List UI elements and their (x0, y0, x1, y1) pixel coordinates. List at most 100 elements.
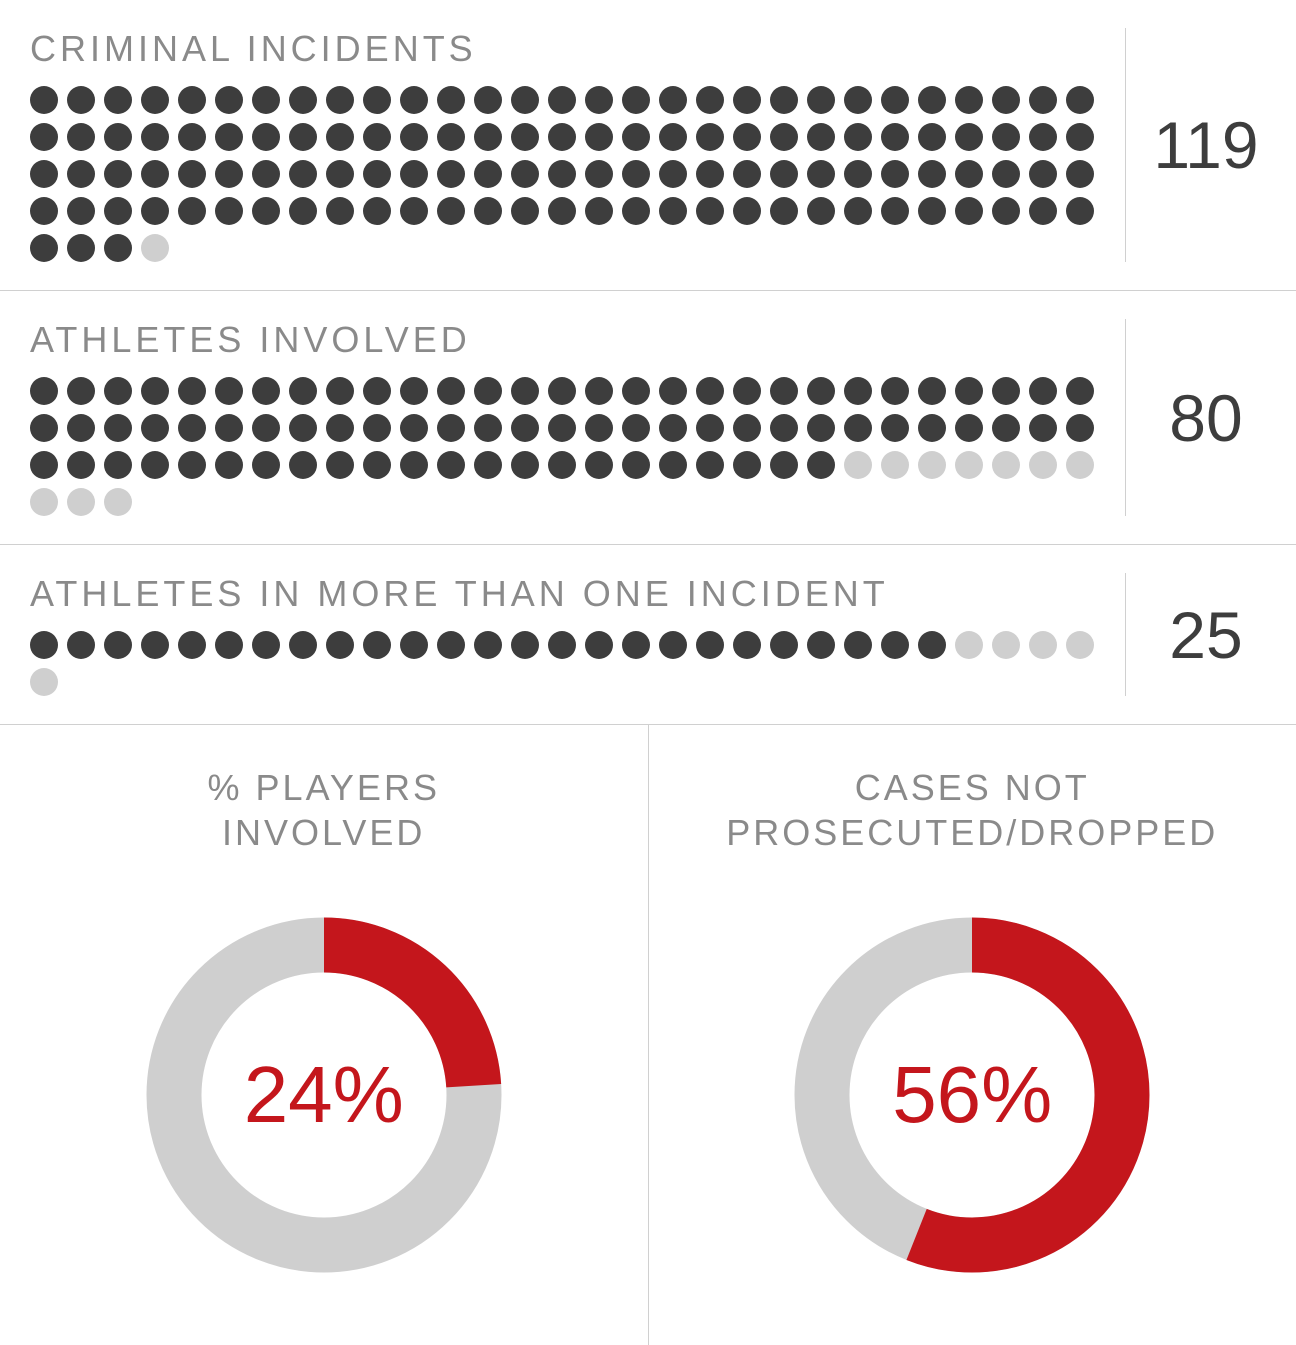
dot (622, 631, 650, 659)
dot (659, 160, 687, 188)
dot (252, 414, 280, 442)
donut-label: CASES NOTPROSECUTED/DROPPED (679, 765, 1267, 855)
dot (141, 160, 169, 188)
dot (289, 631, 317, 659)
dot (215, 451, 243, 479)
dot (659, 377, 687, 405)
dot (918, 123, 946, 151)
dot (511, 160, 539, 188)
dot (881, 160, 909, 188)
dot (992, 377, 1020, 405)
dot (955, 414, 983, 442)
dot (1029, 86, 1057, 114)
dot (104, 451, 132, 479)
dot (511, 414, 539, 442)
dot (955, 160, 983, 188)
dot (437, 160, 465, 188)
dot (955, 377, 983, 405)
dot (437, 377, 465, 405)
dot (548, 123, 576, 151)
dot (363, 197, 391, 225)
dot (178, 377, 206, 405)
dot-section-count: 80 (1126, 380, 1266, 456)
dot (696, 414, 724, 442)
dot (548, 631, 576, 659)
dot (215, 160, 243, 188)
dot (104, 488, 132, 516)
dot (67, 414, 95, 442)
dot (1029, 160, 1057, 188)
dot (215, 197, 243, 225)
dot (696, 197, 724, 225)
dot (437, 197, 465, 225)
dot (511, 86, 539, 114)
donut-chart: 24% (134, 905, 514, 1285)
dot (807, 197, 835, 225)
dot (733, 451, 761, 479)
dot (104, 414, 132, 442)
donut-cell: CASES NOTPROSECUTED/DROPPED 56% (649, 725, 1296, 1345)
dot (67, 86, 95, 114)
dot (1029, 631, 1057, 659)
dot (696, 123, 724, 151)
dot (141, 234, 169, 262)
dot (1029, 414, 1057, 442)
dot (918, 377, 946, 405)
dot (67, 123, 95, 151)
dot (881, 377, 909, 405)
dot (104, 631, 132, 659)
dot (770, 160, 798, 188)
dot (400, 160, 428, 188)
dot (844, 86, 872, 114)
dot (104, 160, 132, 188)
dot (67, 197, 95, 225)
dot (992, 451, 1020, 479)
dot (326, 86, 354, 114)
dot-section-label: ATHLETES INVOLVED (30, 319, 1095, 361)
dot (289, 123, 317, 151)
dot (918, 86, 946, 114)
dot (363, 414, 391, 442)
dot (437, 631, 465, 659)
dot (437, 451, 465, 479)
dot (141, 451, 169, 479)
donut-percent: 56% (782, 905, 1162, 1285)
dot (141, 86, 169, 114)
dot (474, 160, 502, 188)
dot (659, 631, 687, 659)
dot (104, 86, 132, 114)
dot (622, 377, 650, 405)
dot (178, 160, 206, 188)
dot-section-count: 25 (1126, 597, 1266, 673)
dot (67, 160, 95, 188)
dot (585, 197, 613, 225)
dot (30, 234, 58, 262)
dot (548, 451, 576, 479)
dot (474, 377, 502, 405)
dot (844, 377, 872, 405)
dot (30, 631, 58, 659)
dot (511, 123, 539, 151)
dot (474, 451, 502, 479)
dot (659, 197, 687, 225)
dot (30, 668, 58, 696)
dot (289, 86, 317, 114)
dot (326, 451, 354, 479)
dot-section-label: CRIMINAL INCIDENTS (30, 28, 1095, 70)
donut-cell: % PLAYERSINVOLVED24% (0, 725, 649, 1345)
dot (770, 86, 798, 114)
dot (844, 414, 872, 442)
dot (696, 631, 724, 659)
dot (659, 123, 687, 151)
dot (30, 197, 58, 225)
dot (622, 160, 650, 188)
dot (30, 451, 58, 479)
dot (141, 377, 169, 405)
dot (548, 160, 576, 188)
dot (363, 631, 391, 659)
dot (474, 197, 502, 225)
dot (474, 123, 502, 151)
dot (733, 86, 761, 114)
dot (252, 377, 280, 405)
dot-section: ATHLETES INVOLVED 80 (0, 291, 1296, 545)
